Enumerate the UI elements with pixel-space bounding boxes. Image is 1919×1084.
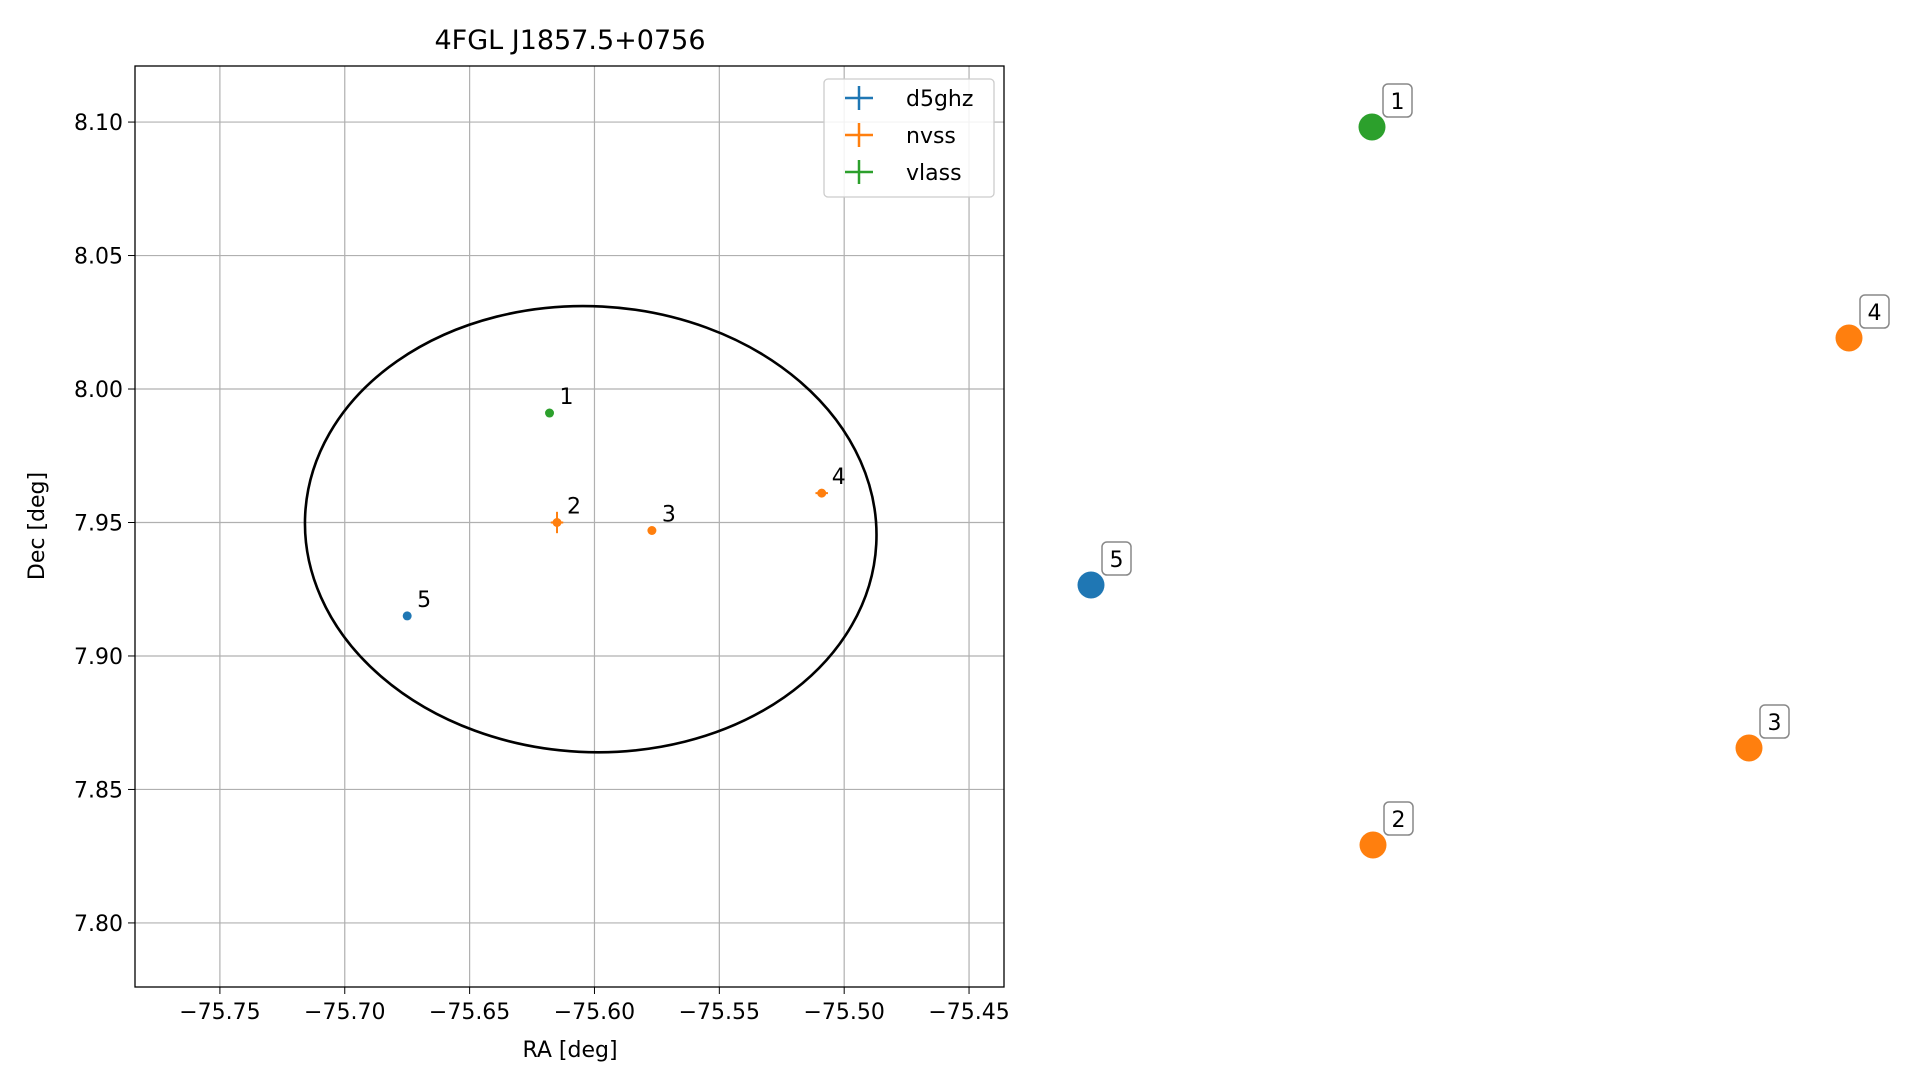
y-tick-label: 7.95	[74, 511, 123, 536]
side-marker	[1735, 734, 1763, 762]
side-panel-markers: 1 2 3 4 5	[1077, 83, 1890, 859]
point-label: 2	[567, 494, 581, 519]
legend-entry-d5ghz: d5ghz	[906, 87, 973, 112]
side-label: 2	[1392, 808, 1406, 833]
side-label: 5	[1110, 548, 1124, 573]
x-tick-label: −75.60	[554, 1000, 635, 1025]
side-label-box	[1859, 294, 1890, 329]
side-label: 4	[1868, 301, 1882, 326]
nvss-point	[817, 488, 827, 498]
y-axis-label: Dec [deg]	[25, 472, 50, 580]
x-axis-label: RA [deg]	[522, 1038, 617, 1063]
x-tick-label: −75.45	[928, 1000, 1009, 1025]
point-label: 5	[417, 588, 431, 613]
side-marker	[1358, 113, 1386, 141]
y-tick-label: 8.05	[74, 245, 123, 270]
y-tick-label: 8.00	[74, 378, 123, 403]
point-label: 3	[662, 503, 676, 528]
data-points: 5 2 3 4 1	[402, 385, 846, 621]
x-tick-label: −75.75	[179, 1000, 260, 1025]
plot-frame	[134, 65, 1005, 988]
error-ellipse-group	[303, 304, 878, 754]
side-label-box	[1101, 541, 1132, 576]
legend[interactable]: d5ghz nvss vlass	[823, 78, 995, 198]
side-label-box	[1382, 83, 1413, 118]
point-label: 4	[832, 465, 846, 490]
side-marker	[1835, 324, 1863, 352]
y-tick-label: 7.80	[74, 912, 123, 937]
legend-entry-vlass: vlass	[906, 161, 962, 186]
nvss-point	[647, 526, 657, 536]
y-tick-label: 7.85	[74, 778, 123, 803]
nvss-point	[552, 517, 562, 527]
legend-box	[823, 78, 995, 198]
point-label: 1	[560, 385, 574, 410]
y-tick-label: 7.90	[74, 645, 123, 670]
y-tick-label: 8.10	[74, 111, 123, 136]
legend-entry-nvss: nvss	[906, 124, 956, 149]
x-tick-label: −75.55	[679, 1000, 760, 1025]
x-tick-label: −75.70	[304, 1000, 385, 1025]
side-label-box	[1759, 704, 1790, 739]
side-marker	[1359, 831, 1387, 859]
x-tick-label: −75.65	[429, 1000, 510, 1025]
axis-ticks: −75.75 −75.70 −75.65 −75.60 −75.55 −75.50 −75.…	[74, 111, 1010, 1025]
chart-title: 4FGL J1857.5+0756	[434, 25, 705, 56]
grid	[135, 66, 1004, 987]
error-ellipse	[303, 304, 878, 754]
side-label: 3	[1768, 711, 1782, 736]
d5ghz-point	[402, 611, 412, 621]
side-label: 1	[1391, 90, 1405, 115]
x-tick-label: −75.50	[803, 1000, 884, 1025]
vlass-point	[545, 408, 555, 418]
side-label-box	[1383, 801, 1414, 836]
side-marker	[1077, 571, 1105, 599]
